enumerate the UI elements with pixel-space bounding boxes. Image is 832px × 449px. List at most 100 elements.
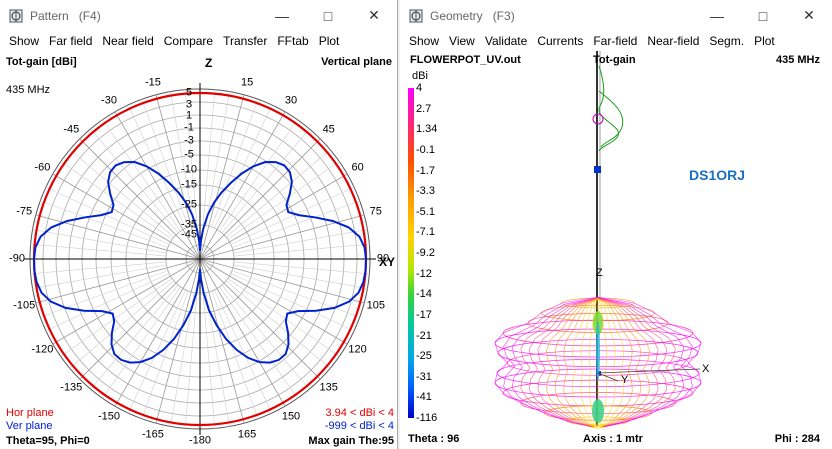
grid-spoke [127, 104, 186, 229]
menu-plot[interactable]: Plot [318, 34, 340, 48]
x-axis-label: X [702, 363, 710, 375]
grid-spoke [30, 243, 167, 257]
grid-spoke [127, 289, 186, 414]
pattern-null-region [592, 399, 604, 423]
callsign-label: DS1ORJ [689, 167, 746, 183]
menu-segm[interactable]: Segm. [709, 34, 745, 48]
pattern-titlebar[interactable]: Pattern (F4) — □ ✕ [0, 0, 397, 31]
menu-view[interactable]: View [449, 34, 475, 48]
y-axis-line [597, 372, 619, 382]
menu-plot[interactable]: Plot [754, 34, 775, 48]
grid-spoke [233, 264, 368, 289]
angle-label: -135 [60, 381, 83, 394]
pattern-menubar: Show Far field Near field Compare Transf… [0, 31, 397, 51]
angle-label: 75 [369, 205, 382, 218]
grid-spoke [219, 286, 298, 399]
pattern-mesh-meridian [597, 298, 616, 428]
angle-label: 150 [281, 410, 301, 423]
angle-label: 30 [284, 94, 298, 107]
polar-plot [24, 83, 376, 435]
grid-spoke [231, 200, 360, 248]
axis-readout: Axis : 1 mtr [583, 433, 643, 445]
ring-scale-label: 5 [185, 86, 193, 99]
grid-spoke [199, 214, 365, 260]
grid-spoke [231, 270, 360, 318]
menu-fftab[interactable]: FFtab [277, 34, 309, 48]
pattern-mesh-meridian [597, 297, 676, 428]
menu-show[interactable]: Show [9, 34, 40, 48]
plot-quantity-label: Tot-gain [dBi] [6, 56, 77, 68]
menu-near-field[interactable]: Near field [102, 34, 154, 48]
menu-far-field[interactable]: Far field [49, 34, 93, 48]
maximize-button[interactable]: □ [758, 7, 768, 24]
x-axis-line [597, 368, 701, 374]
grid-spoke [184, 292, 198, 429]
menu-show[interactable]: Show [409, 34, 440, 48]
ver-plane-trace [32, 160, 201, 364]
grid-spoke [35, 258, 201, 304]
angle-label: -105 [13, 299, 36, 312]
pattern-mesh-meridian [597, 297, 633, 428]
frequency-label: 435 MHz [6, 84, 51, 96]
menu-far-field[interactable]: Far-field [593, 34, 638, 48]
unit-label: dBi [412, 70, 428, 82]
angle-label: -120 [31, 343, 54, 356]
pattern-mesh-meridian [597, 297, 625, 428]
angle-label: -30 [101, 94, 117, 107]
pattern-null-region [596, 321, 600, 381]
grid-spoke [60, 278, 173, 357]
grid-spoke [32, 264, 167, 289]
ver-plane-legend: Ver plane [6, 420, 53, 432]
angle-label: 135 [319, 381, 338, 394]
pattern-window: Pattern (F4) — □ ✕ Show Far field Near fi… [0, 0, 398, 449]
phi-readout: Phi : 284 [774, 433, 820, 445]
minimize-button[interactable]: — [275, 7, 289, 24]
pattern-mesh-meridian [597, 297, 659, 428]
geometry-titlebar[interactable]: Geometry (F3) — □ ✕ [400, 0, 832, 31]
grid-spoke [227, 161, 340, 240]
angle-readout: Theta=95, Phi=0 [6, 435, 90, 447]
pattern-mesh-meridian [571, 297, 599, 428]
grid-spoke [52, 258, 201, 345]
maximize-button[interactable]: □ [323, 7, 333, 24]
close-button[interactable]: ✕ [803, 7, 815, 23]
ver-plane-range: -999 < dBi < 4 [324, 420, 394, 432]
geometry-canvas[interactable]: 4 2.7 1.34 -0.1 -1.7 -3.3 -5.1 -7.1 -9.2 -12 -14 -1… [400, 51, 832, 449]
max-gain-readout: Max gain The:95 [308, 435, 394, 447]
grid-spoke [45, 186, 170, 245]
hor-plane-legend: Hor plane [6, 407, 54, 419]
scale-label: -116 [416, 412, 438, 424]
angle-label: 120 [348, 343, 367, 356]
menu-transfer[interactable]: Transfer [223, 34, 268, 48]
menu-validate[interactable]: Validate [484, 34, 528, 48]
grid-spoke [199, 258, 286, 407]
grid-spoke [69, 149, 175, 238]
file-name: FLOWERPOT_UV.out [410, 54, 521, 66]
grid-spoke [205, 91, 230, 226]
grid-spoke [225, 149, 331, 238]
scale-label: -5.1 [416, 205, 435, 218]
ring-scale-label: -45 [181, 228, 197, 241]
minimize-button[interactable]: — [710, 7, 724, 24]
menu-compare[interactable]: Compare [163, 34, 214, 48]
menu-currents[interactable]: Currents [537, 34, 584, 48]
scale-label: -21 [416, 329, 432, 342]
angle-label: -45 [63, 123, 80, 136]
geometry-menubar: Show View Validate Currents Far-field Ne… [400, 31, 832, 51]
close-button[interactable]: ✕ [368, 7, 380, 23]
pattern-mesh-meridian [537, 297, 599, 428]
angle-label: -165 [141, 428, 164, 441]
grid-spoke [79, 138, 201, 260]
scale-label: -31 [416, 370, 432, 383]
load-marker [592, 113, 604, 125]
polar-plot-canvas[interactable]: -15 15 -30 30 -45 45 -60 60 -75 75 -90 90 -105 105 -12… [0, 51, 397, 449]
grid-spoke [52, 173, 201, 260]
grid-spoke [230, 186, 355, 245]
angle-label: -90 [9, 252, 25, 265]
grid-spoke [199, 258, 321, 380]
ring-scale-label: -3 [184, 134, 194, 147]
grid-spoke [199, 258, 348, 345]
hor-plane-range: 3.94 < dBi < 4 [325, 407, 395, 419]
menu-near-field[interactable]: Near-field [647, 34, 700, 48]
window-title: Pattern (F4) [30, 8, 101, 23]
